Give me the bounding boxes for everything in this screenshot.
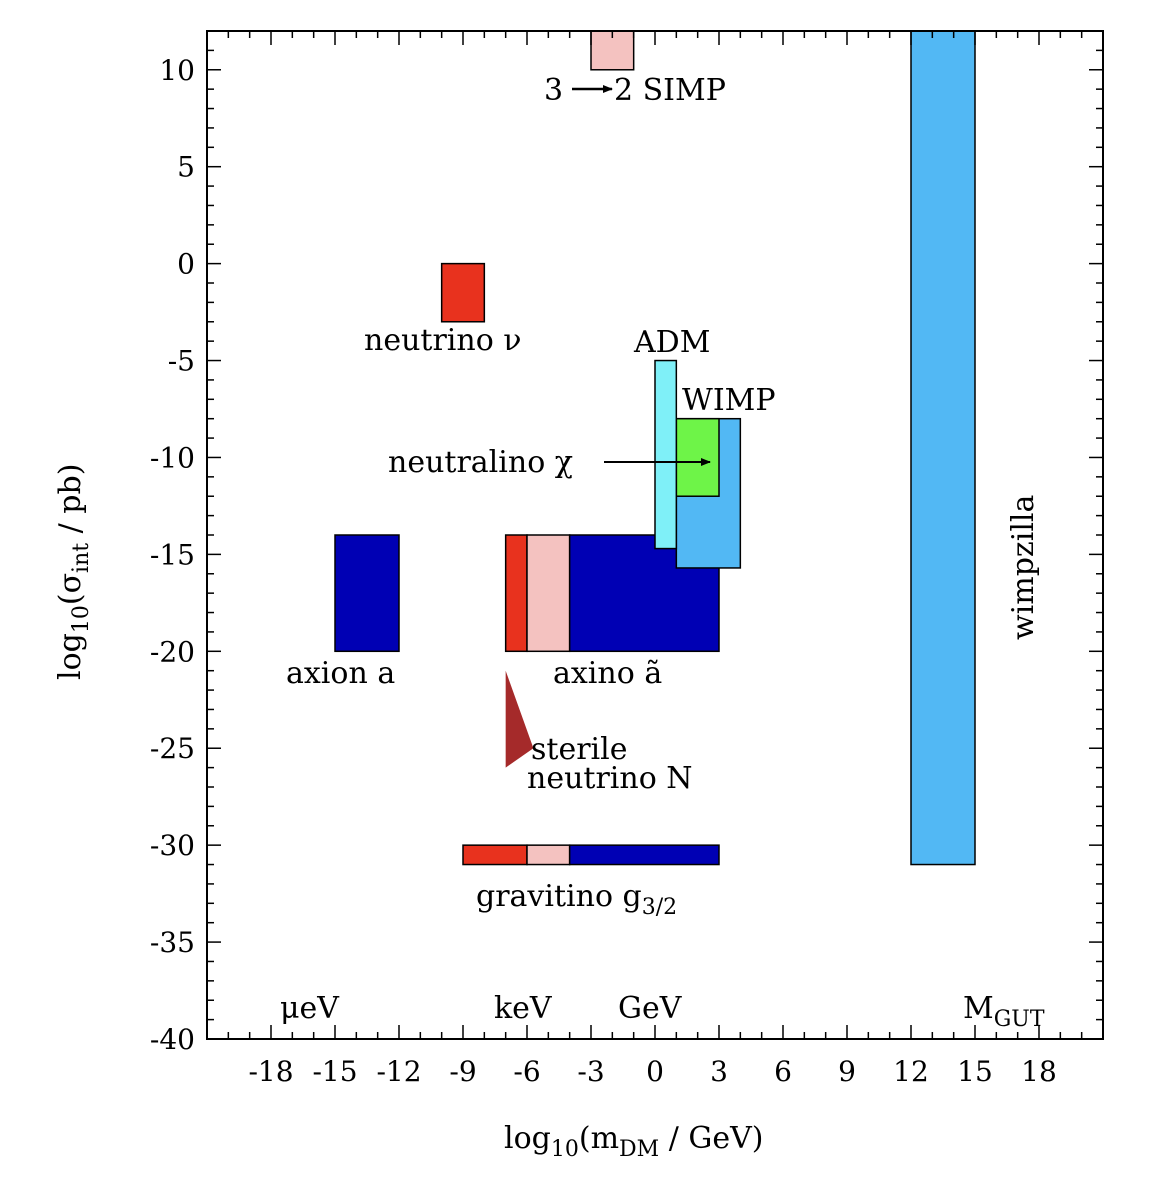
tick-labels: -18 -15 -12 -9 -6 -3 0 3 6 9 12 15 181050-5-10-15-20… — [150, 54, 1057, 1088]
neutrino-label: neutrino ν — [364, 323, 522, 358]
y-tick-label: -35 — [150, 926, 195, 959]
y-tick-label: 10 — [159, 54, 195, 87]
y-tick-label: -5 — [168, 345, 195, 378]
x-tick-label: -9 — [449, 1055, 476, 1088]
y-tick-label: 0 — [177, 248, 195, 281]
adm-box — [654, 359, 678, 550]
x-tick-label: 15 — [957, 1055, 993, 1088]
y-tick-label: 5 — [177, 151, 195, 184]
x-tick-label: 3 — [710, 1055, 728, 1088]
x-tick-label: 0 — [646, 1055, 664, 1088]
y-tick-label: -40 — [150, 1023, 195, 1056]
x-tick-label: 9 — [838, 1055, 856, 1088]
x-tick-label: -15 — [312, 1055, 357, 1088]
mgut-scale-label: MGUT — [963, 991, 1045, 1032]
neutralino-box — [675, 417, 720, 497]
candidate-regions — [334, 30, 976, 866]
sterile-label-line2: neutrino N — [527, 761, 693, 796]
kev-scale-label: keV — [494, 991, 553, 1026]
plot-frame — [206, 30, 1104, 1040]
sterile-neutrino-triangle — [505, 670, 534, 768]
y-tick-label: -25 — [150, 732, 195, 765]
axion-box — [334, 534, 400, 653]
wimpzilla-box — [910, 30, 976, 866]
y-tick-label: -10 — [150, 441, 195, 474]
x-tick-label: -12 — [376, 1055, 421, 1088]
wimpzilla-label: wimpzilla — [1006, 494, 1041, 640]
gravitino-label: gravitino g3/2 — [476, 879, 677, 920]
x-tick-label: 18 — [1021, 1055, 1057, 1088]
x-tick-label: -18 — [248, 1055, 293, 1088]
y-tick-label: -30 — [150, 829, 195, 862]
axino-red-box — [504, 534, 528, 653]
axion-label: axion a — [286, 656, 395, 691]
x-axis-title: log10(mDM / GeV) — [504, 1121, 763, 1162]
axino-label: axino ã — [553, 656, 662, 691]
neutralino-label: neutralino χ — [388, 445, 573, 480]
y-tick-label: -20 — [150, 635, 195, 668]
x-tick-label: 6 — [774, 1055, 792, 1088]
uev-scale-label: μeV — [280, 991, 340, 1026]
gravitino-pink-box — [526, 844, 571, 866]
neutrino-box — [440, 262, 486, 323]
sterile-label-line1: sterile — [531, 732, 628, 767]
y-axis-title: log10(σint / pb) — [53, 464, 94, 680]
y-tick-label: -15 — [150, 538, 195, 571]
simp-label: 2 SIMP — [614, 73, 726, 108]
axino-pink-box — [526, 534, 571, 653]
x-tick-label: -6 — [513, 1055, 540, 1088]
gravitino-red-box — [462, 844, 528, 866]
gev-scale-label: GeV — [618, 991, 683, 1026]
gravitino-blue-box — [568, 844, 720, 866]
adm-label: ADM — [633, 325, 710, 360]
x-tick-label: 12 — [893, 1055, 929, 1088]
wimp-label: WIMP — [682, 383, 776, 418]
simp-label-pre: 3 — [544, 73, 563, 108]
x-tick-label: -3 — [577, 1055, 604, 1088]
